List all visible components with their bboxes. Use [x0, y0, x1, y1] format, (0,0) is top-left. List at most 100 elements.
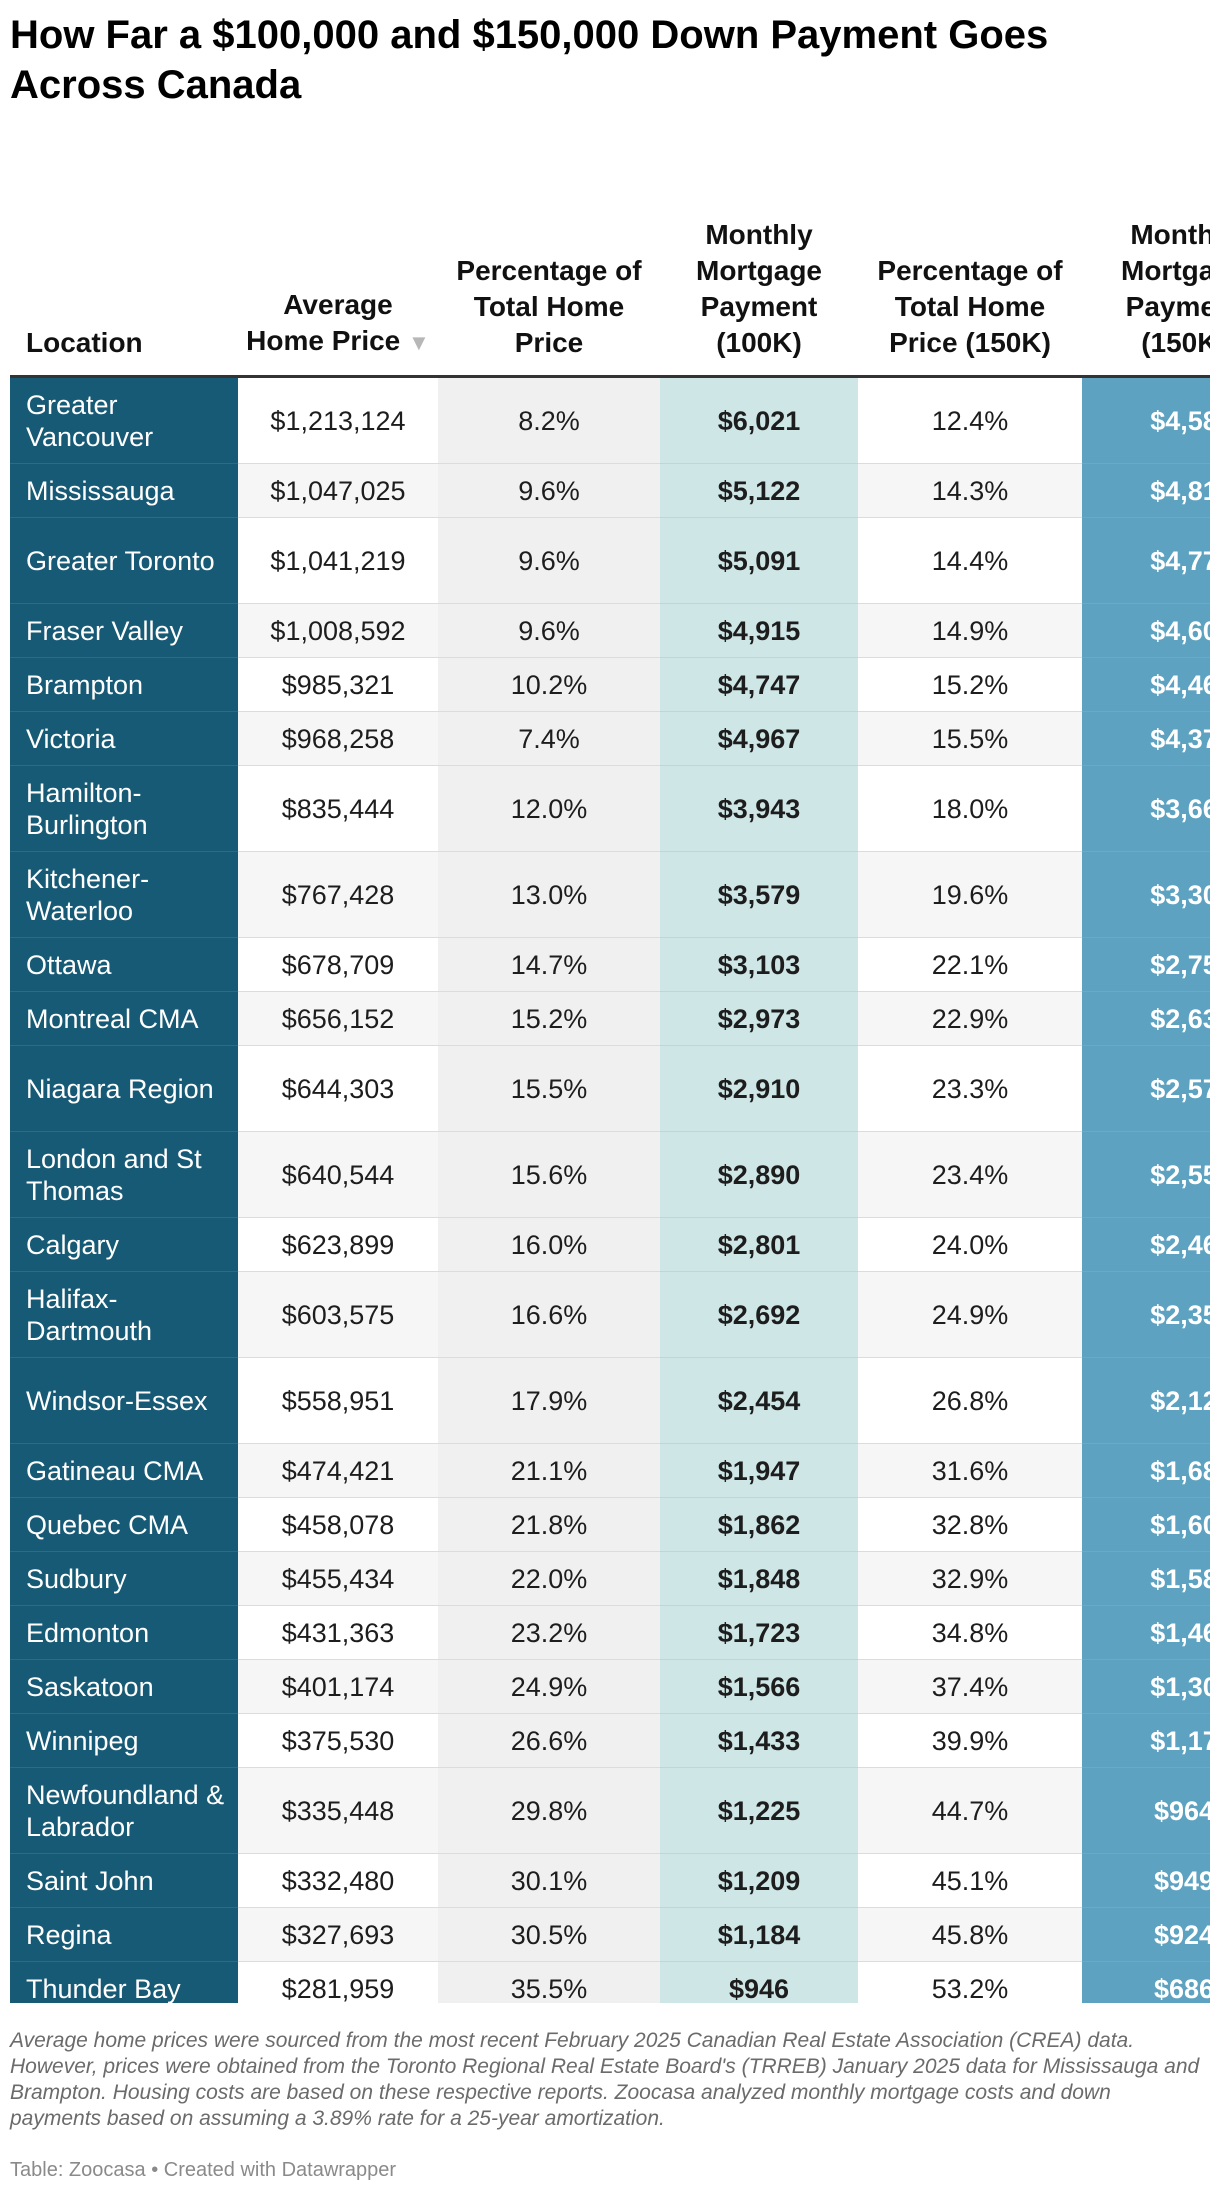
cell-monthly-payment-150k: $1,30 — [1082, 1659, 1210, 1714]
cell-monthly-payment-150k: $3,30 — [1082, 851, 1210, 938]
cell-percentage-100k: 15.5% — [438, 1045, 660, 1132]
cell-location: Winnipeg — [10, 1713, 238, 1768]
cell-percentage-150k: 32.8% — [858, 1497, 1082, 1552]
cell-average-home-price: $281,959 — [238, 1961, 438, 2003]
cell-percentage-150k: 45.1% — [858, 1853, 1082, 1908]
column-header-percentage-100k[interactable]: Percentage of Total Home Price — [438, 148, 660, 378]
chart-title: How Far a $100,000 and $150,000 Down Pay… — [10, 13, 1049, 107]
cell-percentage-100k: 16.6% — [438, 1271, 660, 1358]
cell-monthly-payment-100k: $2,910 — [660, 1045, 858, 1132]
table-row: Kitchener-Waterloo $767,428 13.0% $3,579 19.… — [10, 851, 1210, 938]
cell-percentage-100k: 26.6% — [438, 1713, 660, 1768]
cell-monthly-payment-150k: $4,77 — [1082, 517, 1210, 604]
cell-monthly-payment-150k: $2,12 — [1082, 1357, 1210, 1444]
cell-location: Quebec CMA — [10, 1497, 238, 1552]
cell-percentage-100k: 8.2% — [438, 376, 660, 464]
cell-average-home-price: $678,709 — [238, 937, 438, 992]
cell-percentage-150k: 19.6% — [858, 851, 1082, 938]
cell-location: Edmonton — [10, 1605, 238, 1660]
cell-monthly-payment-100k: $4,747 — [660, 657, 858, 712]
cell-monthly-payment-150k: $1,17 — [1082, 1713, 1210, 1768]
cell-monthly-payment-100k: $2,801 — [660, 1217, 858, 1272]
cell-percentage-150k: 53.2% — [858, 1961, 1082, 2003]
cell-monthly-payment-150k: $4,46 — [1082, 657, 1210, 712]
cell-percentage-150k: 23.4% — [858, 1131, 1082, 1218]
cell-location: Thunder Bay — [10, 1961, 238, 2003]
cell-monthly-payment-150k: $1,68 — [1082, 1443, 1210, 1498]
cell-average-home-price: $835,444 — [238, 765, 438, 852]
cell-percentage-100k: 9.6% — [438, 603, 660, 658]
cell-location: London and St Thomas — [10, 1131, 238, 1218]
cell-percentage-100k: 23.2% — [438, 1605, 660, 1660]
cell-percentage-100k: 10.2% — [438, 657, 660, 712]
table-credit: Table: Zoocasa • Created with Datawrappe… — [10, 2159, 397, 2181]
cell-average-home-price: $1,047,025 — [238, 463, 438, 518]
cell-percentage-100k: 24.9% — [438, 1659, 660, 1714]
cell-average-home-price: $401,174 — [238, 1659, 438, 1714]
cell-percentage-150k: 39.9% — [858, 1713, 1082, 1768]
data-table-container[interactable]: Location Average Home Price ▼ Percentage… — [10, 148, 1210, 2003]
column-header-label: Average Home Price — [246, 289, 401, 356]
cell-average-home-price: $603,575 — [238, 1271, 438, 1358]
cell-monthly-payment-100k: $1,947 — [660, 1443, 858, 1498]
cell-percentage-100k: 29.8% — [438, 1767, 660, 1854]
cell-monthly-payment-100k: $1,225 — [660, 1767, 858, 1854]
cell-monthly-payment-100k: $2,973 — [660, 991, 858, 1046]
cell-location: Newfoundland & Labrador — [10, 1767, 238, 1854]
cell-percentage-150k: 15.2% — [858, 657, 1082, 712]
cell-average-home-price: $656,152 — [238, 991, 438, 1046]
cell-monthly-payment-150k: $4,58 — [1082, 376, 1210, 464]
cell-monthly-payment-100k: $3,579 — [660, 851, 858, 938]
cell-monthly-payment-150k: $4,37 — [1082, 711, 1210, 766]
cell-location: Fraser Valley — [10, 603, 238, 658]
cell-monthly-payment-150k: $4,60 — [1082, 603, 1210, 658]
cell-percentage-100k: 15.6% — [438, 1131, 660, 1218]
cell-percentage-150k: 22.9% — [858, 991, 1082, 1046]
cell-percentage-150k: 15.5% — [858, 711, 1082, 766]
cell-monthly-payment-100k: $6,021 — [660, 376, 858, 464]
cell-percentage-100k: 14.7% — [438, 937, 660, 992]
cell-percentage-100k: 21.8% — [438, 1497, 660, 1552]
cell-location: Brampton — [10, 657, 238, 712]
column-header-monthly-payment-100k[interactable]: Monthly Mortgage Payment (100K) — [660, 148, 858, 378]
cell-monthly-payment-150k: $2,57 — [1082, 1045, 1210, 1132]
cell-location: Victoria — [10, 711, 238, 766]
cell-monthly-payment-100k: $2,890 — [660, 1131, 858, 1218]
cell-average-home-price: $1,041,219 — [238, 517, 438, 604]
cell-monthly-payment-100k: $1,209 — [660, 1853, 858, 1908]
cell-monthly-payment-150k: $2,55 — [1082, 1131, 1210, 1218]
table-row: Montreal CMA $656,152 15.2% $2,973 22.9% $2,6… — [10, 991, 1210, 1046]
column-header-percentage-150k[interactable]: Percentage of Total Home Price (150K) — [858, 148, 1082, 378]
cell-percentage-150k: 34.8% — [858, 1605, 1082, 1660]
table-row: Halifax-Dartmouth $603,575 16.6% $2,692 24.9… — [10, 1271, 1210, 1358]
cell-percentage-100k: 9.6% — [438, 517, 660, 604]
cell-percentage-150k: 37.4% — [858, 1659, 1082, 1714]
cell-monthly-payment-100k: $3,943 — [660, 765, 858, 852]
column-header-monthly-payment-150k[interactable]: Monthly Mortgage Payment (150K) — [1082, 148, 1210, 378]
cell-average-home-price: $332,480 — [238, 1853, 438, 1908]
cell-location: Greater Toronto — [10, 517, 238, 604]
cell-percentage-150k: 24.0% — [858, 1217, 1082, 1272]
cell-average-home-price: $968,258 — [238, 711, 438, 766]
column-header-location[interactable]: Location — [10, 148, 238, 378]
cell-percentage-100k: 30.5% — [438, 1907, 660, 1962]
cell-percentage-150k: 22.1% — [858, 937, 1082, 992]
cell-monthly-payment-150k: $2,46 — [1082, 1217, 1210, 1272]
cell-monthly-payment-100k: $5,122 — [660, 463, 858, 518]
cell-average-home-price: $327,693 — [238, 1907, 438, 1962]
cell-percentage-100k: 21.1% — [438, 1443, 660, 1498]
cell-average-home-price: $1,213,124 — [238, 376, 438, 464]
column-header-average-home-price[interactable]: Average Home Price ▼ — [238, 148, 438, 378]
table-row: Greater Vancouver $1,213,124 8.2% $6,021 12.… — [10, 376, 1210, 464]
cell-location: Calgary — [10, 1217, 238, 1272]
cell-location: Montreal CMA — [10, 991, 238, 1046]
cell-monthly-payment-150k: $1,46 — [1082, 1605, 1210, 1660]
cell-monthly-payment-100k: $946 — [660, 1961, 858, 2003]
cell-average-home-price: $558,951 — [238, 1357, 438, 1444]
cell-monthly-payment-100k: $1,862 — [660, 1497, 858, 1552]
cell-average-home-price: $985,321 — [238, 657, 438, 712]
cell-average-home-price: $767,428 — [238, 851, 438, 938]
